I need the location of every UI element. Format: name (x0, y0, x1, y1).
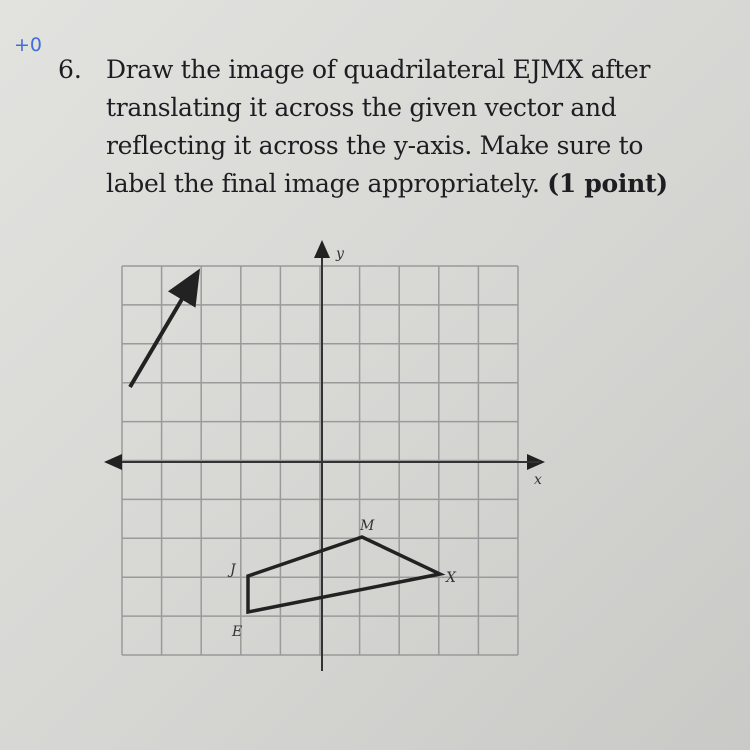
axis-label: y (335, 246, 345, 262)
vertex-label: E (231, 624, 242, 640)
quadrilateral (246, 535, 446, 615)
vertex-label: J (227, 562, 237, 578)
question-line: reflecting it across the y-axis. Make su… (106, 131, 644, 160)
vector (128, 268, 201, 389)
question-number: 6. (58, 55, 82, 84)
question-text: label the final image appropriately. (106, 169, 540, 198)
vertex-label: M (359, 518, 375, 534)
points: (1 point) (547, 169, 668, 198)
question-line: Draw the image of quadrilateral EJMX aft… (106, 55, 651, 84)
vertex-label: X (445, 570, 457, 586)
question-line: label the final image appropriately. (1 … (106, 169, 668, 198)
question-line: translating it across the given vector a… (106, 93, 617, 122)
axis-label: x (534, 472, 542, 488)
score: +0 (14, 34, 43, 56)
